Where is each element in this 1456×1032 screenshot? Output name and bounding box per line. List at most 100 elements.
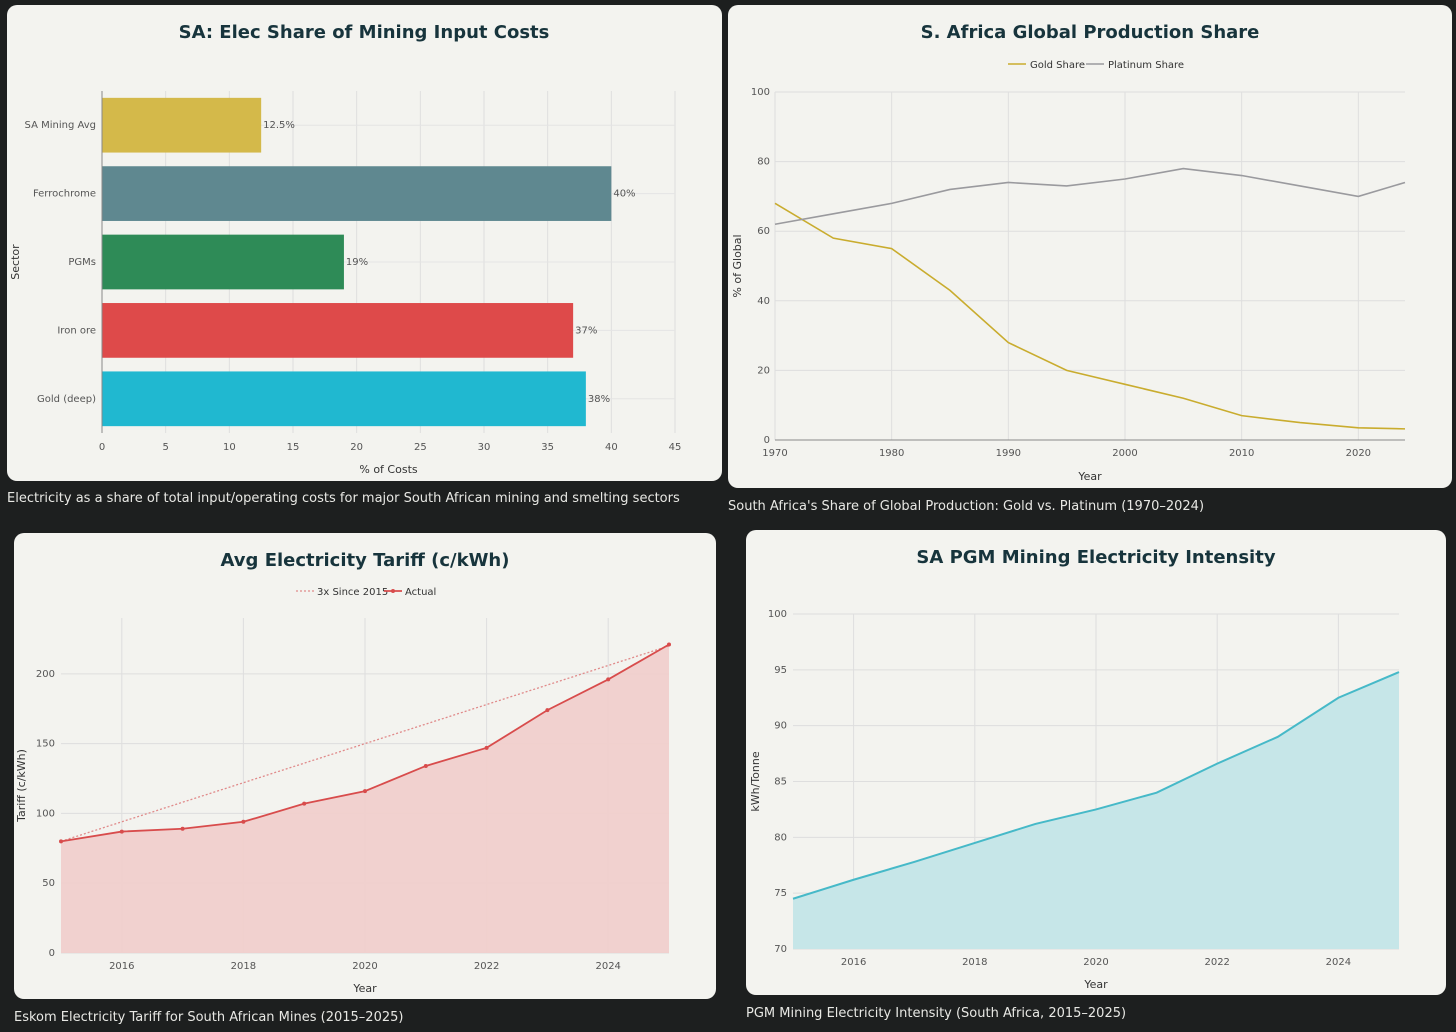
data-point (484, 745, 489, 750)
legend-label: Actual (405, 587, 436, 598)
y-tick-label: 60 (757, 226, 770, 237)
legend-label: 3x Since 2015 (317, 587, 388, 598)
bar (102, 234, 344, 290)
y-tick-label: 90 (774, 721, 787, 732)
x-tick-label: 2024 (1326, 957, 1351, 968)
x-axis-label: Year (352, 982, 377, 995)
y-tick-label: Ferrochrome (33, 189, 96, 200)
bar-chart: SA: Elec Share of Mining Input Costs 0 5 10… (9, 22, 682, 476)
data-point (606, 677, 611, 682)
y-tick-label: 100 (36, 808, 55, 819)
x-tick-label: 2000 (1112, 448, 1137, 459)
series-line (774, 202, 1406, 430)
x-tick-label: 15 (287, 442, 300, 453)
y-tick-label: 75 (774, 888, 787, 899)
area-fill (61, 644, 669, 953)
y-axis-label: Sector (9, 244, 22, 280)
x-tick-label: 2010 (1229, 448, 1254, 459)
x-tick-label: 40 (605, 442, 618, 453)
y-tick-label: 0 (764, 435, 770, 446)
x-tick-label: 20 (350, 442, 363, 453)
legend-label: Platinum Share (1108, 60, 1184, 71)
y-tick-label: 0 (49, 948, 55, 959)
x-tick-label: 35 (541, 442, 554, 453)
legend-marker (391, 589, 395, 593)
x-tick-label: 2022 (1204, 957, 1229, 968)
chart-panel-intensity: SA PGM Mining Electricity Intensity 2016 2… (746, 530, 1446, 995)
caption-elec-share: Electricity as a share of total input/op… (7, 491, 680, 506)
data-point (667, 642, 671, 647)
x-tick-label: 2020 (1346, 448, 1371, 459)
y-tick-label: 150 (36, 739, 55, 750)
caption-intensity: PGM Mining Electricity Intensity (South … (746, 1006, 1127, 1021)
x-axis-label: % of Costs (359, 463, 418, 476)
x-tick-label: 30 (478, 442, 491, 453)
chart-title: Avg Electricity Tariff (c/kWh) (221, 550, 510, 571)
data-point (119, 829, 124, 834)
data-point (423, 763, 428, 768)
x-axis-label: Year (1077, 470, 1102, 483)
data-point (59, 839, 63, 844)
x-tick-label: 2024 (595, 961, 620, 972)
y-tick-label: 20 (757, 365, 770, 376)
data-point (302, 801, 307, 806)
y-tick-label: 70 (774, 944, 787, 955)
bar (102, 303, 574, 358)
data-point (545, 708, 550, 713)
data-label: 38% (588, 394, 610, 405)
x-tick-label: 2020 (352, 961, 377, 972)
x-tick-label: 2018 (231, 961, 256, 972)
data-point (180, 826, 185, 831)
x-tick-label: 1980 (879, 448, 904, 459)
y-tick-label: 80 (774, 832, 787, 843)
x-tick-label: 5 (162, 442, 168, 453)
tariff-area-chart: Avg Electricity Tariff (c/kWh) 2016 2018 20… (15, 550, 671, 995)
y-tick-label: Gold (deep) (37, 394, 96, 405)
chart-title: SA PGM Mining Electricity Intensity (916, 547, 1275, 568)
caption-tariff: Eskom Electricity Tariff for South Afric… (14, 1010, 404, 1025)
y-tick-label: 40 (757, 296, 770, 307)
y-axis-label: kWh/Tonne (749, 751, 762, 811)
y-tick-label: 80 (757, 157, 770, 168)
chart-panel-tariff: Avg Electricity Tariff (c/kWh) 2016 2018 20… (14, 533, 716, 999)
bar (102, 166, 612, 221)
x-tick-label: 2018 (962, 957, 987, 968)
line-chart: S. Africa Global Production Share 1970 198… (731, 22, 1406, 483)
intensity-area-chart: SA PGM Mining Electricity Intensity 2016 2… (749, 547, 1400, 991)
y-tick-label: 100 (768, 609, 787, 620)
bar (102, 97, 262, 153)
x-tick-label: 10 (223, 442, 236, 453)
y-tick-label: 100 (751, 87, 770, 98)
x-tick-label: 2016 (109, 961, 134, 972)
y-tick-label: PGMs (68, 257, 96, 268)
data-label: 37% (575, 325, 597, 336)
x-tick-label: 1970 (762, 448, 787, 459)
x-axis-label: Year (1083, 978, 1108, 991)
chart-panel-production-share: S. Africa Global Production Share 1970 198… (728, 5, 1452, 488)
series-line (792, 671, 1400, 900)
data-point (241, 819, 246, 824)
chart-title: SA: Elec Share of Mining Input Costs (179, 22, 550, 43)
x-tick-label: 2016 (841, 957, 866, 968)
data-label: 40% (613, 189, 635, 200)
reference-line (60, 645, 670, 842)
y-tick-label: 95 (774, 665, 787, 676)
caption-production-share: South Africa's Share of Global Productio… (728, 499, 1205, 514)
y-tick-label: SA Mining Avg (25, 120, 96, 131)
data-label: 19% (346, 257, 368, 268)
x-tick-label: 2022 (474, 961, 499, 972)
y-tick-label: Iron ore (57, 325, 96, 336)
y-tick-label: 85 (774, 777, 787, 788)
data-point (363, 789, 367, 794)
data-label: 12.5% (263, 120, 295, 131)
x-tick-label: 45 (669, 442, 682, 453)
x-tick-label: 0 (99, 442, 105, 453)
y-axis-label: Tariff (c/kWh) (15, 749, 28, 823)
x-tick-label: 1990 (996, 448, 1021, 459)
area-fill (793, 672, 1399, 949)
x-tick-label: 25 (414, 442, 427, 453)
y-axis-label: % of Global (731, 234, 744, 297)
y-tick-label: 50 (42, 878, 55, 889)
series-line (774, 167, 1406, 226)
legend-label: Gold Share (1030, 60, 1085, 71)
